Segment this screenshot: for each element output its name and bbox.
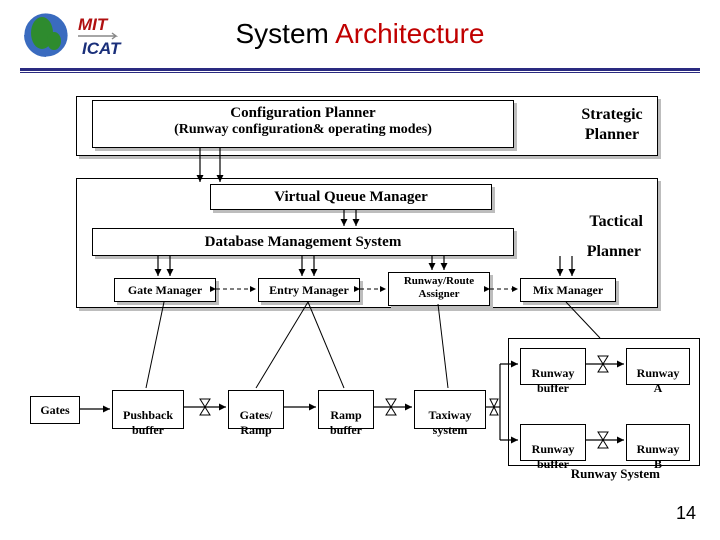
virtual-queue-manager-box: Virtual Queue Manager (210, 184, 492, 210)
gate-manager-label: Gate Manager (128, 283, 202, 297)
config-line1: Configuration Planner (93, 101, 513, 122)
configuration-planner-box: Configuration Planner (Runway configurat… (92, 100, 514, 148)
config-line2: (Runway configuration& operating modes) (93, 122, 513, 138)
title-rule-thin (20, 72, 700, 73)
tactical-label-1: Tactical (589, 213, 643, 231)
taxiway-label: Taxiway system (429, 408, 472, 436)
mix-manager-box: Mix Manager (520, 278, 616, 302)
title-word-1: System (236, 18, 329, 49)
tactical-label-2: Planner (587, 243, 641, 261)
gates-ramp-box: Gates/ Ramp (228, 390, 284, 429)
taxiway-system-box: Taxiway system (414, 390, 486, 429)
runway-b-box: Runway B (626, 424, 690, 461)
entry-manager-box: Entry Manager (258, 278, 360, 302)
runway-buffer-b-label: Runway buffer (532, 442, 575, 470)
gate-manager-box: Gate Manager (114, 278, 216, 302)
runway-system-label: Runway System (571, 466, 660, 482)
dbms-box: Database Management System (92, 228, 514, 256)
vqm-label: Virtual Queue Manager (274, 189, 428, 205)
dbms-label: Database Management System (205, 234, 402, 250)
runway-buffer-a-label: Runway buffer (532, 366, 575, 394)
ramp-buffer-label: Ramp buffer (330, 408, 362, 436)
page-number: 14 (676, 503, 696, 524)
pushback-label: Pushback buffer (123, 408, 173, 436)
gates-ramp-label: Gates/ Ramp (240, 408, 273, 436)
ramp-buffer-box: Ramp buffer (318, 390, 374, 429)
entry-manager-label: Entry Manager (269, 283, 349, 297)
rra-line2: Assigner (389, 288, 489, 301)
pushback-buffer-box: Pushback buffer (112, 390, 184, 429)
rra-line1: Runway/Route (389, 275, 489, 288)
slide-title: System Architecture (0, 18, 720, 50)
runway-a-box: Runway A (626, 348, 690, 385)
strategic-planner-label: Strategic Planner (577, 105, 647, 145)
title-rule-thick (20, 68, 700, 71)
runway-buffer-b-box: Runway buffer (520, 424, 586, 461)
mix-manager-label: Mix Manager (533, 283, 603, 297)
gates-label: Gates (40, 403, 69, 417)
title-word-2: Architecture (335, 18, 484, 49)
runway-buffer-a-box: Runway buffer (520, 348, 586, 385)
gates-box: Gates (30, 396, 80, 424)
runway-route-assigner-box: Runway/Route Assigner (388, 272, 490, 306)
